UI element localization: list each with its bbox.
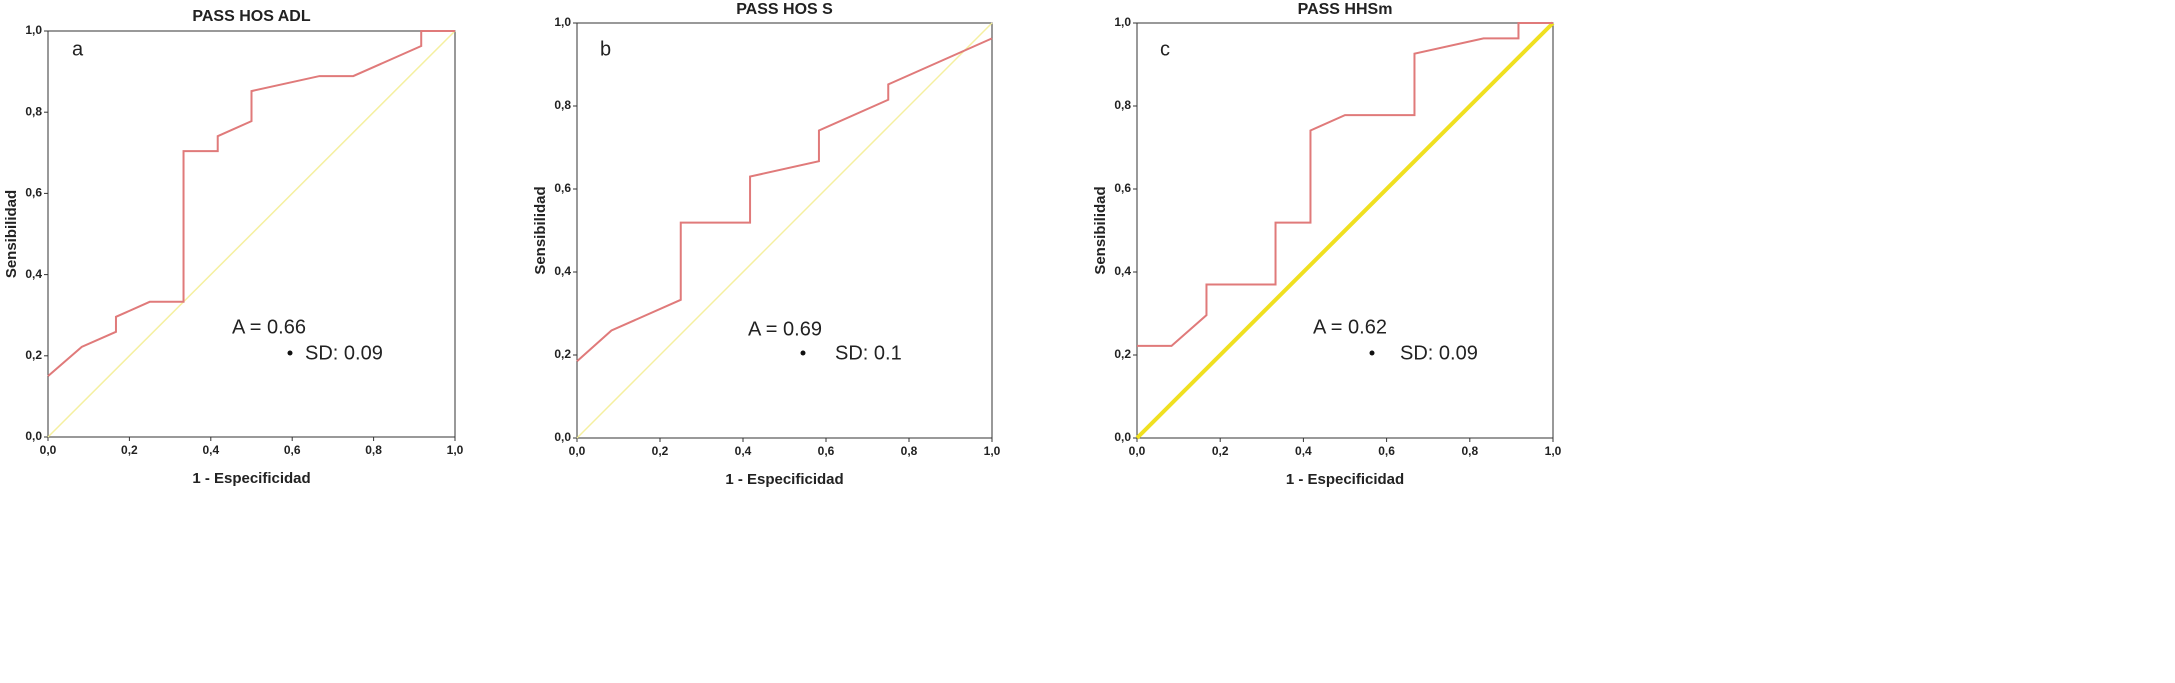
- x-tick-label: 0,2: [652, 444, 669, 458]
- y-tick-label: 0,4: [554, 264, 571, 278]
- y-axis-label: Sensibilidad: [1092, 186, 1109, 274]
- x-tick-label: 0,4: [202, 443, 219, 457]
- x-tick-label: 0,4: [735, 444, 752, 458]
- y-tick-label: 0,6: [554, 181, 571, 195]
- x-tick-label: 0,6: [284, 443, 301, 457]
- y-tick-label: 0,0: [1114, 430, 1131, 444]
- chart-title: PASS HOS S: [736, 1, 833, 18]
- panel-label: a: [72, 38, 84, 60]
- y-tick-label: 0,8: [1114, 98, 1131, 112]
- x-tick-label: 1,0: [984, 444, 1001, 458]
- roc-line: [576, 22, 993, 439]
- x-tick-label: 0,2: [121, 443, 138, 457]
- roc-line: [576, 37, 993, 362]
- y-tick-label: 0,6: [25, 186, 42, 200]
- annotation: SD: 0.09: [305, 342, 383, 364]
- annotation: A = 0.62: [1313, 316, 1387, 338]
- plot-frame: [47, 30, 456, 438]
- plot-frame: [576, 22, 993, 439]
- y-tick-label: 0,0: [554, 430, 571, 444]
- y-axis-label: Sensibilidad: [3, 190, 20, 278]
- x-tick-label: 0,0: [569, 444, 586, 458]
- y-tick-label: 1,0: [554, 15, 571, 29]
- bullet: [1369, 350, 1375, 356]
- y-axis-label: Sensibilidad: [532, 186, 549, 274]
- bullet: [800, 350, 806, 356]
- y-tick-label: 0,8: [25, 104, 42, 118]
- annotation: SD: 0.09: [1400, 342, 1478, 364]
- annotation: A = 0.66: [232, 316, 306, 338]
- x-tick-label: 0,8: [901, 444, 918, 458]
- y-tick-label: 0,2: [25, 348, 42, 362]
- x-tick-label: 0,0: [1129, 444, 1146, 458]
- y-tick-label: 0,8: [554, 98, 571, 112]
- roc-line: [1137, 22, 1553, 347]
- chart-title: PASS HOS ADL: [192, 8, 310, 25]
- y-tick-label: 1,0: [1114, 15, 1131, 29]
- panel-label: c: [1160, 38, 1170, 60]
- x-tick-label: 0,0: [40, 443, 57, 457]
- y-tick-label: 1,0: [25, 23, 42, 37]
- x-axis-label: 1 - Especificidad: [192, 470, 310, 487]
- roc-line: [47, 30, 455, 377]
- y-tick-label: 0,2: [554, 347, 571, 361]
- bullet: [287, 350, 293, 356]
- annotation: SD: 0.1: [835, 342, 902, 364]
- x-axis-label: 1 - Especificidad: [725, 471, 843, 488]
- x-tick-label: 0,4: [1295, 444, 1312, 458]
- annotation: A = 0.69: [748, 318, 822, 340]
- y-tick-label: 0,4: [1114, 264, 1131, 278]
- x-tick-label: 1,0: [1545, 444, 1562, 458]
- y-tick-label: 0,0: [25, 429, 42, 443]
- x-tick-label: 0,6: [1378, 444, 1395, 458]
- x-tick-label: 1,0: [447, 443, 464, 457]
- x-tick-label: 0,2: [1212, 444, 1229, 458]
- x-tick-label: 0,6: [818, 444, 835, 458]
- plot-frame: [1136, 22, 1554, 439]
- y-tick-label: 0,2: [1114, 347, 1131, 361]
- y-tick-label: 0,4: [25, 267, 42, 281]
- x-tick-label: 0,8: [365, 443, 382, 457]
- roc-line: [47, 30, 456, 438]
- roc-line: [1135, 21, 1555, 440]
- x-axis-label: 1 - Especificidad: [1286, 471, 1404, 488]
- x-tick-label: 0,8: [1461, 444, 1478, 458]
- panel-label: b: [600, 38, 611, 60]
- chart-title: PASS HHSm: [1298, 1, 1393, 18]
- y-tick-label: 0,6: [1114, 181, 1131, 195]
